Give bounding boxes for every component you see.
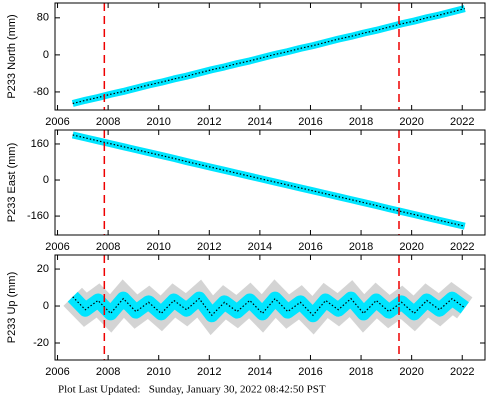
x-tick-label: 2006 <box>45 116 69 128</box>
plot-area <box>71 131 466 230</box>
x-tick-label: 2014 <box>248 241 272 253</box>
footer: Plot Last Updated: Sunday, January 30, 2… <box>58 384 326 396</box>
y-tick-label: -80 <box>33 86 49 98</box>
x-tick-label: 2006 <box>45 366 69 378</box>
x-tick-label: 2008 <box>96 366 120 378</box>
x-tick-label: 2012 <box>197 241 221 253</box>
model-line <box>72 7 465 105</box>
y-axis-label: P233 East (mm) <box>6 143 18 222</box>
x-tick-label: 2014 <box>248 116 272 128</box>
x-tick-label: 2016 <box>298 366 322 378</box>
x-tick-label: 2008 <box>96 241 120 253</box>
x-tick-label: 2008 <box>96 116 120 128</box>
y-tick-label: -20 <box>33 337 49 349</box>
y-tick-label: -160 <box>27 210 49 222</box>
frame <box>54 2 486 111</box>
y-tick-label: 0 <box>43 49 49 61</box>
frame <box>54 254 486 361</box>
x-tick-label: 2010 <box>146 116 170 128</box>
data-band <box>67 291 469 323</box>
y-tick-label: 160 <box>31 138 49 150</box>
x-tick-label: 2010 <box>146 366 170 378</box>
x-tick-label: 2014 <box>248 366 272 378</box>
x-tick-label: 2018 <box>349 366 373 378</box>
y-tick-label: 80 <box>37 12 49 24</box>
y-axis-label: P233 Up (mm) <box>6 272 18 344</box>
x-tick-label: 2018 <box>349 116 373 128</box>
x-tick-label: 2022 <box>450 116 474 128</box>
y-axis-label: P233 North (mm) <box>6 14 18 98</box>
x-tick-label: 2016 <box>298 116 322 128</box>
x-tick-label: 2016 <box>298 241 322 253</box>
x-tick-label: 2020 <box>399 241 423 253</box>
plot-area <box>63 279 473 336</box>
frame <box>54 129 486 236</box>
x-tick-label: 2022 <box>450 366 474 378</box>
model-line <box>72 296 466 317</box>
y-tick-label: 0 <box>43 300 49 312</box>
x-tick-label: 2012 <box>197 366 221 378</box>
x-tick-label: 2020 <box>399 366 423 378</box>
model-line <box>72 134 465 227</box>
x-tick-label: 2006 <box>45 241 69 253</box>
x-tick-label: 2020 <box>399 116 423 128</box>
y-tick-label: 20 <box>37 263 49 275</box>
x-tick-label: 2022 <box>450 241 474 253</box>
x-tick-label: 2010 <box>146 241 170 253</box>
x-tick-label: 2012 <box>197 116 221 128</box>
y-tick-label: 0 <box>43 174 49 186</box>
plot-area <box>71 5 466 107</box>
x-tick-label: 2018 <box>349 241 373 253</box>
